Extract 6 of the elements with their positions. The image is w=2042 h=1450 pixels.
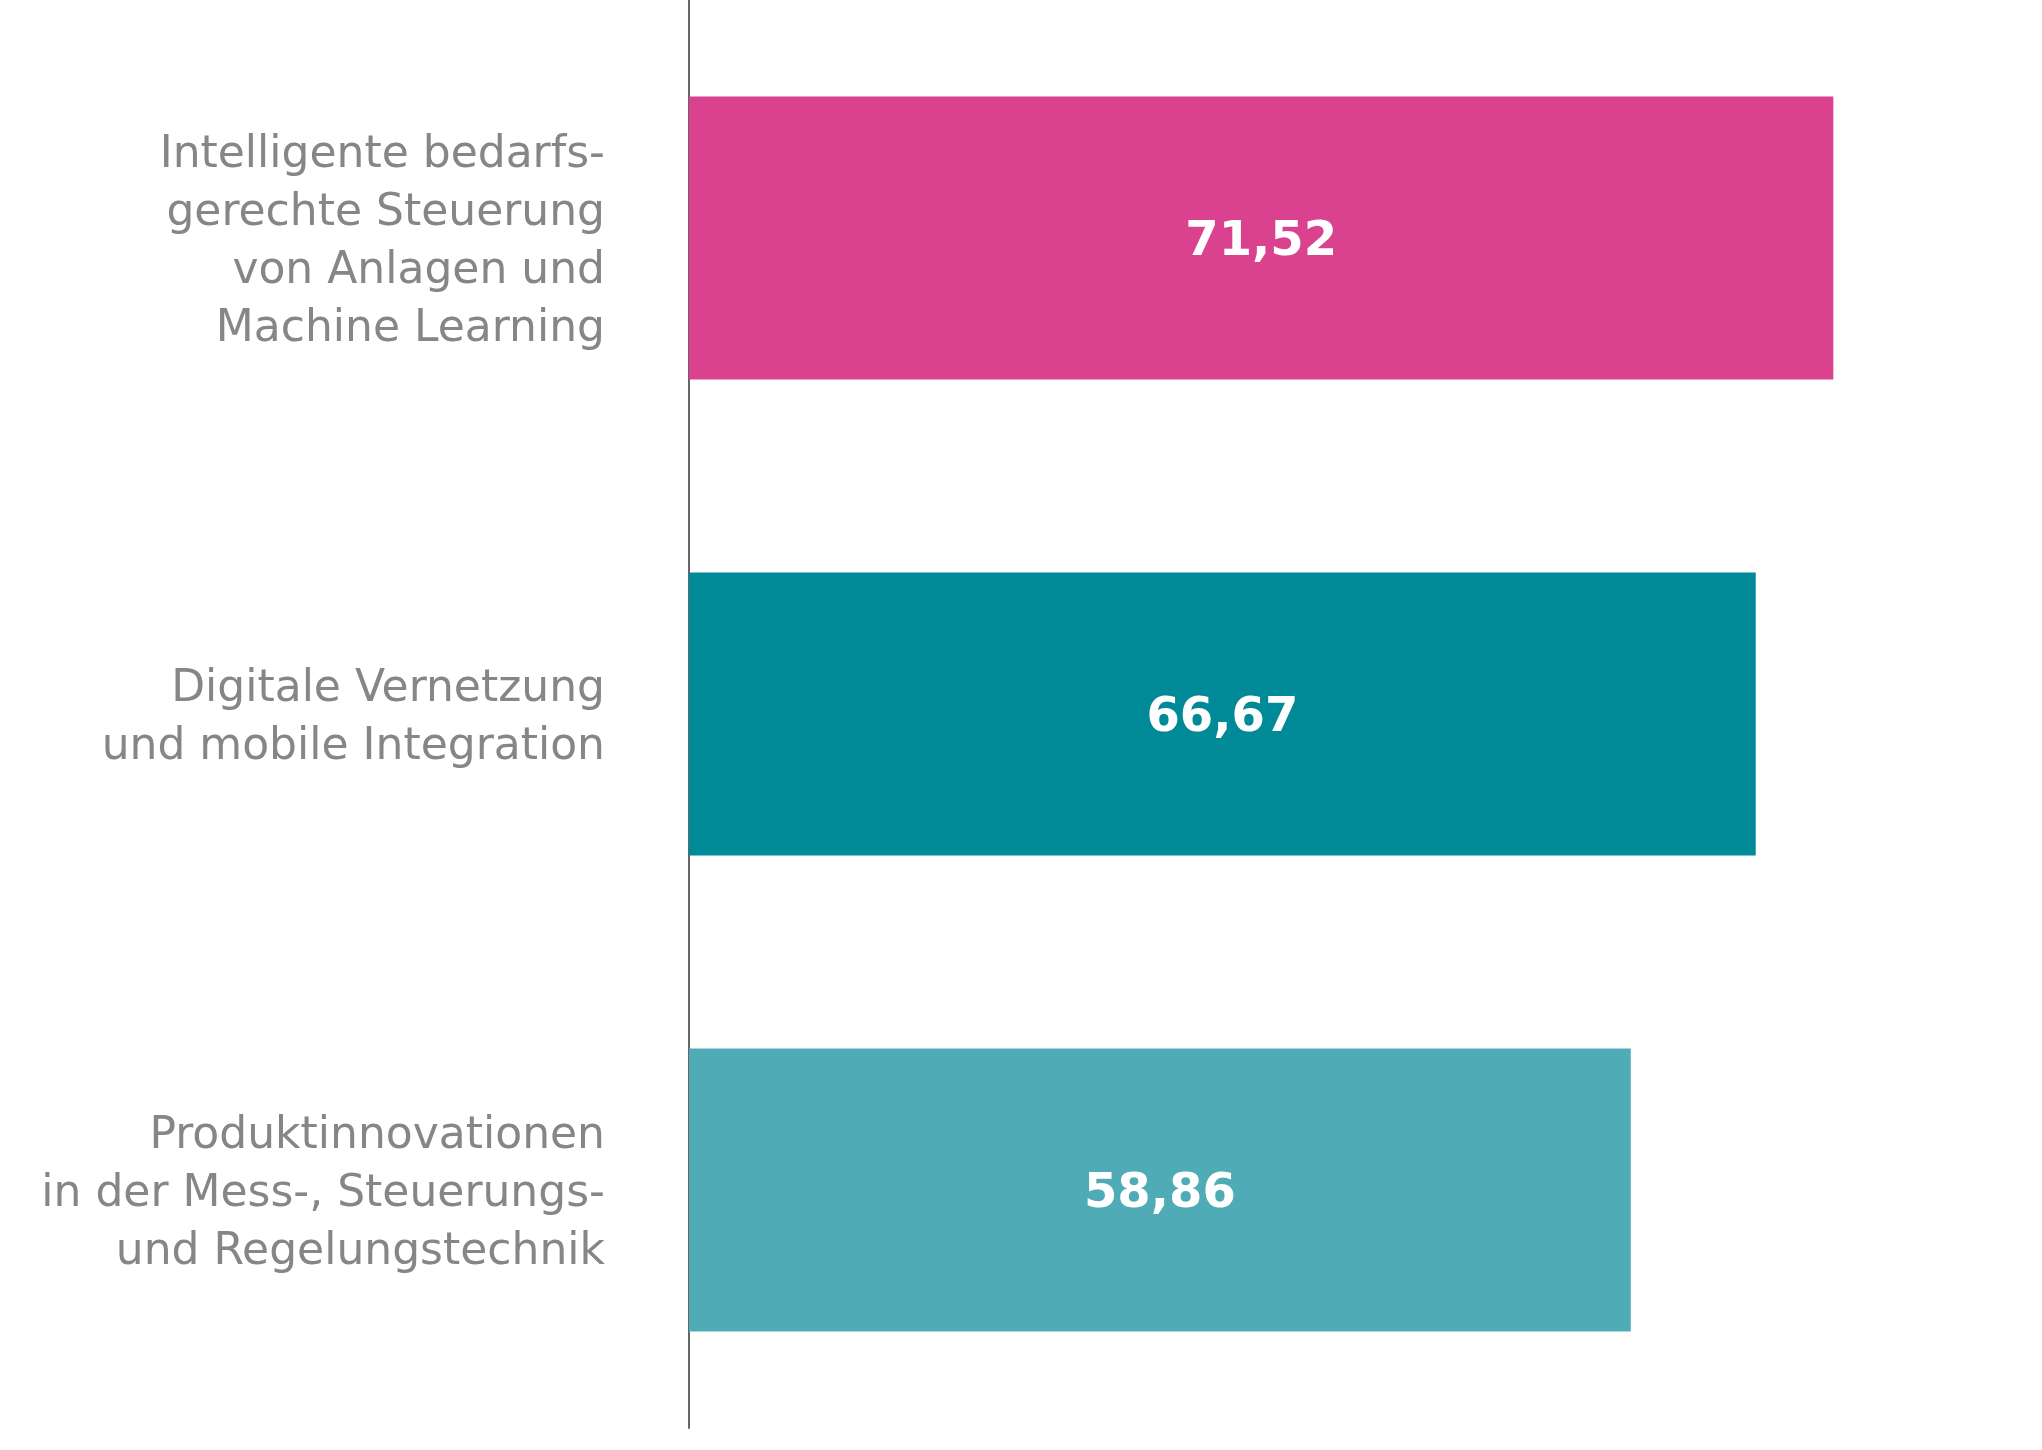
data-label: 71,52: [1185, 210, 1338, 266]
data-label: 58,86: [1083, 1162, 1236, 1218]
data-label: 66,67: [1146, 686, 1299, 742]
y-tick-label: Produktinnovationen in der Mess-, Steuerungs- und Regelungstechnik: [41, 1106, 606, 1274]
y-tick-label: Intelligente bedarfs- gerechte Steuerung von Anlagen und Machine Learning: [159, 125, 605, 351]
y-tick-label: Digitale Vernetzung und mobile Integration: [101, 659, 605, 769]
